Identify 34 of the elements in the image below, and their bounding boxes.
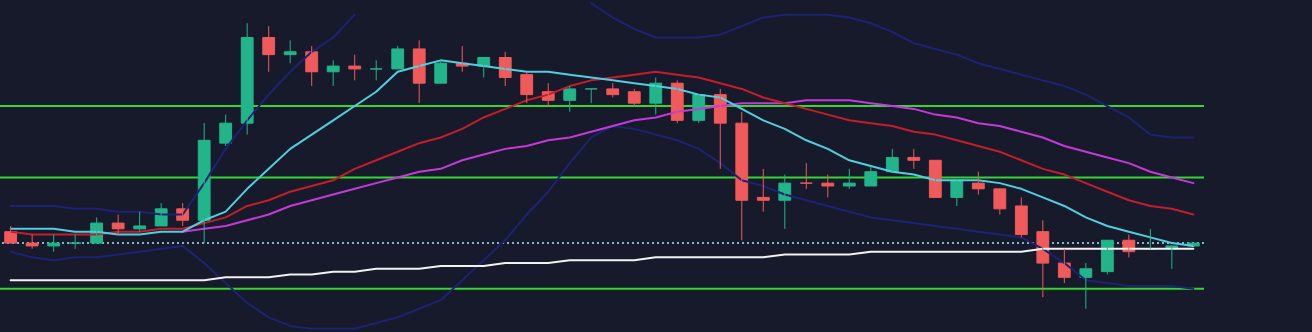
candlestick (412, 39, 426, 104)
candlestick (434, 59, 448, 84)
candlestick (240, 22, 254, 136)
candlestick (283, 39, 297, 64)
candlestick (391, 45, 405, 70)
candlestick (735, 111, 749, 241)
candlestick (928, 159, 942, 198)
candlestick (563, 85, 577, 113)
candlestick (842, 168, 856, 190)
candlestick (584, 88, 598, 104)
candlestick (133, 211, 147, 233)
candlestick (606, 82, 620, 98)
candlestick (627, 88, 641, 107)
candlestick (68, 234, 82, 250)
candlestick (993, 188, 1007, 216)
candlestick (821, 174, 835, 198)
candlestick (1079, 262, 1093, 310)
candlestick (111, 214, 125, 236)
candlestick (47, 234, 61, 253)
candlestick (348, 54, 362, 81)
candlestick (1014, 196, 1028, 238)
candlestick (864, 165, 878, 187)
candlestick (25, 234, 39, 250)
candlestick (520, 71, 534, 104)
candlestick (219, 114, 233, 147)
candlestick (262, 25, 276, 73)
candlestick (326, 59, 340, 87)
candlestick (369, 59, 383, 81)
candlestick (971, 171, 985, 196)
candlestick (4, 225, 18, 244)
candlestick (799, 162, 813, 190)
candlestick (756, 168, 770, 213)
candlestick (907, 148, 921, 170)
candlestick (1057, 248, 1071, 284)
